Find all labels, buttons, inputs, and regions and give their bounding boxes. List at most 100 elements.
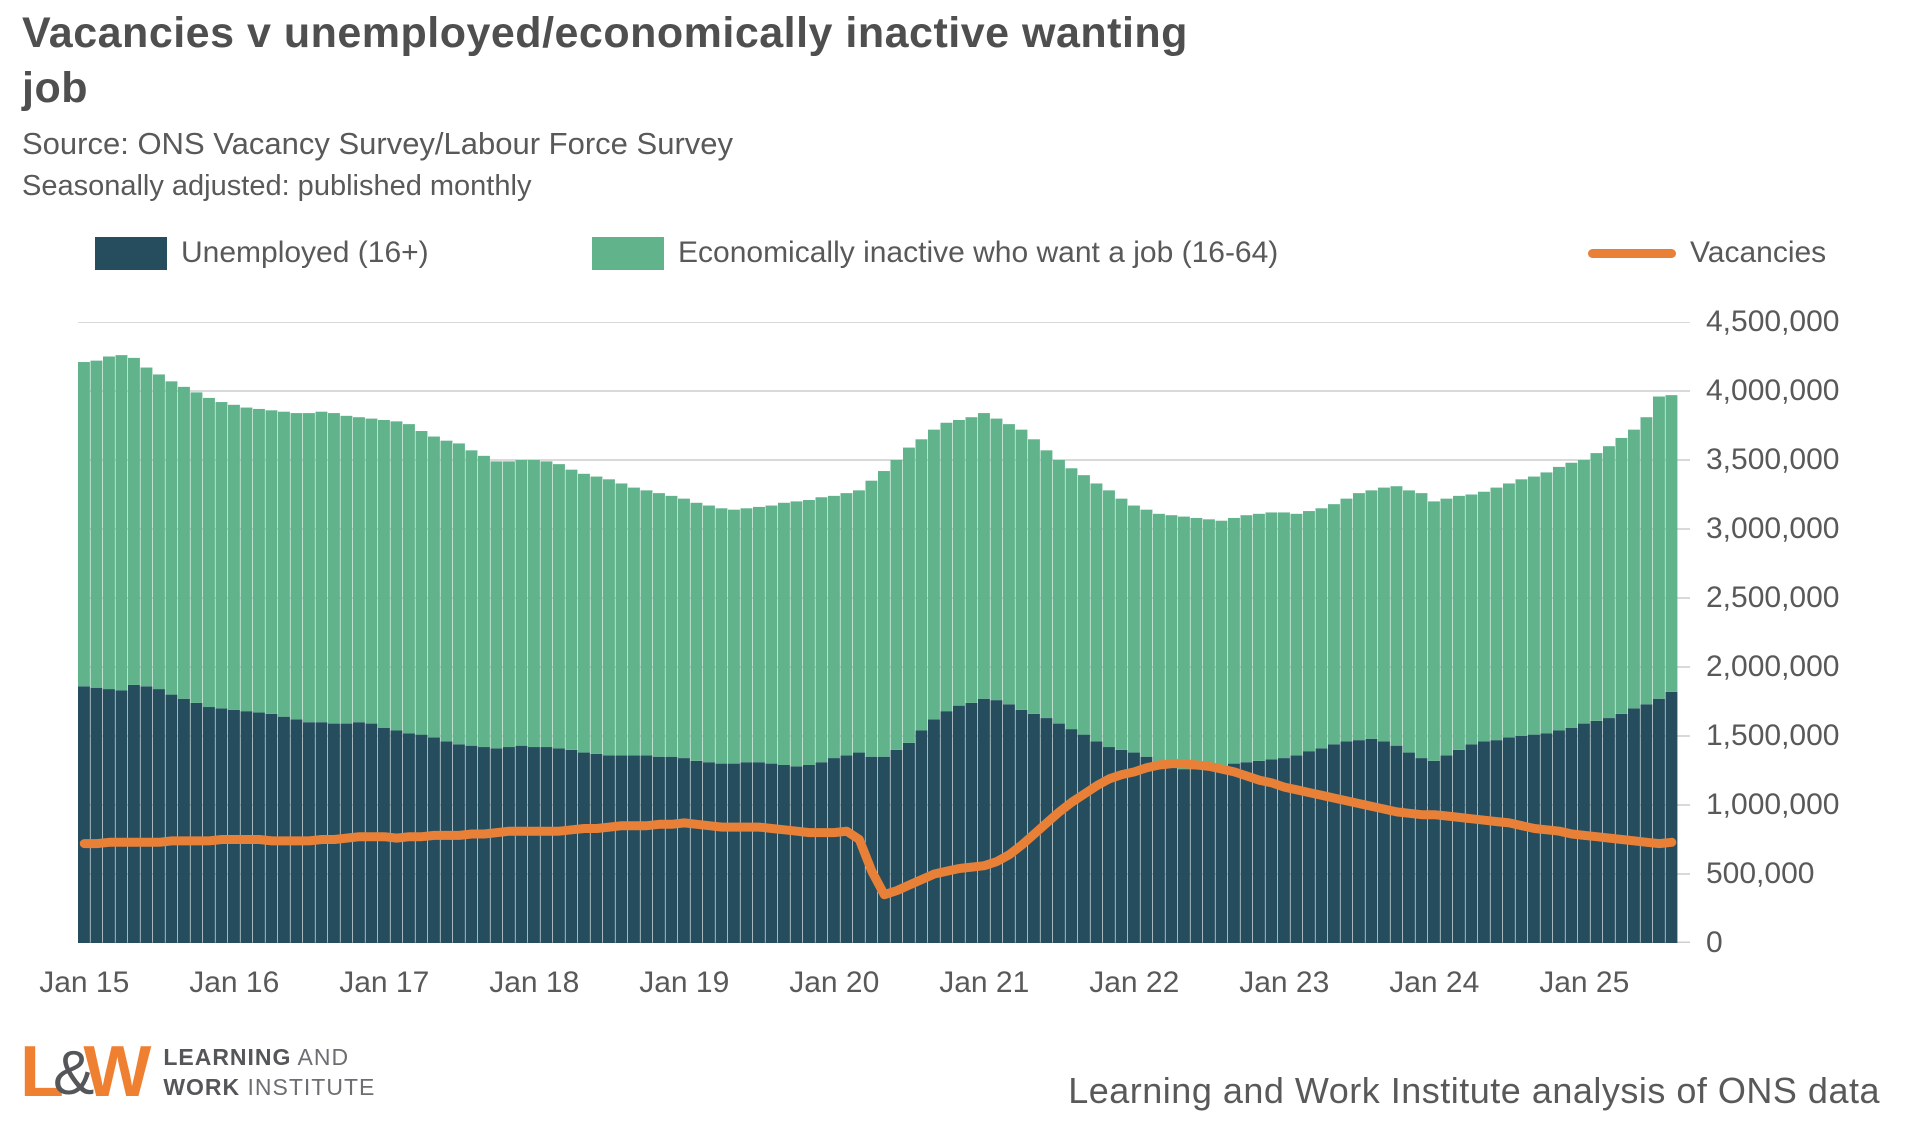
- x-tick-label: Jan 21: [939, 966, 1030, 999]
- bar-unemployed: [1453, 749, 1465, 943]
- bar-inactive: [1240, 515, 1253, 763]
- bar-inactive: [1390, 486, 1403, 746]
- bar-inactive: [1365, 490, 1378, 739]
- bar-inactive: [503, 461, 515, 748]
- bar-inactive: [290, 413, 303, 720]
- bar-unemployed: [1590, 720, 1603, 943]
- bar-inactive: [790, 501, 803, 767]
- unemployed-swatch-icon: [95, 236, 167, 270]
- bar-inactive: [653, 493, 665, 757]
- bar-inactive: [115, 355, 128, 691]
- bar-inactive: [1578, 460, 1590, 724]
- bar-unemployed: [1015, 709, 1028, 943]
- logo-wordmark: LEARNING AND WORK INSTITUTE: [163, 1042, 375, 1102]
- bar-unemployed: [1490, 740, 1503, 943]
- bar-inactive: [828, 495, 840, 759]
- chart-title-line2: job: [22, 64, 88, 112]
- bar-inactive: [353, 417, 365, 723]
- bar-unemployed: [703, 762, 715, 943]
- bar-unemployed: [265, 713, 278, 943]
- bar-unemployed: [90, 687, 103, 943]
- bar-inactive: [803, 500, 815, 765]
- bar-unemployed: [553, 748, 565, 943]
- bar-inactive: [1553, 466, 1565, 731]
- bar-inactive: [615, 483, 628, 756]
- bar-inactive: [278, 411, 290, 717]
- bar-unemployed: [578, 752, 590, 943]
- bar-unemployed: [1428, 760, 1440, 943]
- bar-inactive: [165, 381, 178, 695]
- bar-unemployed: [890, 749, 903, 943]
- bar-inactive: [1340, 498, 1353, 742]
- y-tick-label: 2,000,000: [1706, 650, 1840, 683]
- bar-unemployed: [1040, 718, 1053, 943]
- bar-inactive: [978, 413, 990, 699]
- bar-inactive: [203, 397, 215, 708]
- bar-unemployed: [528, 747, 540, 943]
- y-tick-label: 4,000,000: [1706, 374, 1840, 407]
- legend-label-inactive: Economically inactive who want a job (16…: [678, 236, 1279, 269]
- bar-inactive: [1328, 504, 1340, 745]
- bar-inactive: [728, 509, 740, 764]
- bar-inactive: [590, 476, 603, 754]
- bar-unemployed: [1315, 748, 1328, 943]
- bar-inactive: [1303, 511, 1315, 752]
- bar-unemployed: [753, 762, 765, 943]
- bar-inactive: [1528, 476, 1540, 735]
- bar-inactive: [665, 495, 678, 757]
- x-tick-label: Jan 18: [489, 966, 580, 999]
- lw-logo-mark-icon: L & W: [20, 1036, 151, 1108]
- bar-unemployed: [678, 758, 690, 943]
- x-tick-label: Jan 22: [1089, 966, 1180, 999]
- bar-inactive: [1140, 509, 1153, 757]
- bar-unemployed: [303, 722, 315, 943]
- footer-credit: Learning and Work Institute analysis of …: [1068, 1070, 1880, 1111]
- stacked-bar-line-chart: [78, 322, 1690, 943]
- bar-inactive: [465, 450, 478, 746]
- bar-inactive: [390, 421, 403, 731]
- bar-unemployed: [728, 763, 740, 943]
- y-tick-label: 3,000,000: [1706, 512, 1840, 545]
- bar-unemployed: [1403, 752, 1415, 943]
- bar-unemployed: [1628, 708, 1640, 943]
- bar-unemployed: [715, 763, 728, 943]
- bar-unemployed: [140, 686, 153, 943]
- bar-unemployed: [215, 708, 228, 943]
- bar-unemployed: [978, 698, 990, 943]
- bar-inactive: [478, 455, 490, 748]
- bar-inactive: [1028, 439, 1040, 714]
- bar-unemployed: [653, 756, 665, 943]
- bar-inactive: [565, 469, 578, 750]
- x-tick-label: Jan 16: [189, 966, 280, 999]
- bar-inactive: [1415, 493, 1428, 759]
- bar-unemployed: [840, 755, 853, 943]
- bar-inactive: [1190, 517, 1203, 770]
- bar-unemployed: [1153, 762, 1165, 943]
- y-tick-label: 4,500,000: [1706, 305, 1840, 338]
- bar-inactive: [1078, 475, 1090, 735]
- bar-inactive: [1015, 429, 1028, 710]
- bar-unemployed: [1553, 730, 1565, 943]
- bar-inactive: [1465, 494, 1478, 745]
- bar-inactive: [315, 411, 328, 723]
- bar-inactive: [890, 460, 903, 750]
- bar-inactive: [640, 490, 653, 756]
- bar-inactive: [578, 473, 590, 753]
- bar-unemployed: [190, 702, 203, 943]
- bar-unemployed: [1328, 744, 1340, 943]
- bar-unemployed: [1115, 749, 1128, 943]
- bar-unemployed: [565, 749, 578, 943]
- bar-inactive: [240, 407, 253, 712]
- bar-unemployed: [115, 690, 128, 943]
- bar-inactive: [453, 443, 465, 745]
- bar-unemployed: [1065, 729, 1078, 943]
- bar-inactive: [228, 404, 240, 710]
- lw-institute-logo: L & W LEARNING AND WORK INSTITUTE: [20, 1036, 375, 1108]
- bar-inactive: [1515, 479, 1528, 736]
- x-tick-label: Jan 23: [1239, 966, 1330, 999]
- plot-area: [78, 322, 1690, 943]
- chart-source: Source: ONS Vacancy Survey/Labour Force …: [22, 126, 734, 161]
- bar-inactive: [328, 413, 340, 724]
- bar-inactive: [1115, 498, 1128, 750]
